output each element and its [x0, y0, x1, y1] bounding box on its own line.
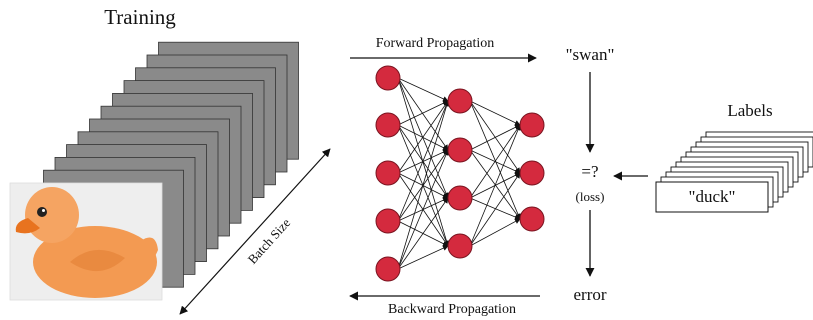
edge [398, 78, 448, 198]
label-stack: "duck" [656, 132, 813, 212]
edge [398, 78, 448, 150]
edge [398, 101, 448, 269]
neuron [376, 257, 400, 281]
neuron [448, 138, 472, 162]
label-example: "duck" [689, 187, 736, 206]
neuron [520, 113, 544, 137]
duck-eye-shine [42, 209, 45, 212]
error-label: error [573, 285, 606, 304]
duck-head [25, 187, 79, 243]
neuron [520, 161, 544, 185]
title: Training [104, 5, 176, 29]
batch-label: Batch Size [245, 215, 294, 267]
neuron [448, 89, 472, 113]
edge [470, 125, 520, 150]
neuron [376, 209, 400, 233]
neuron [448, 234, 472, 258]
neuron [376, 66, 400, 90]
loss-label: (loss) [576, 189, 605, 204]
comparison: =? [581, 162, 598, 181]
prediction: "swan" [566, 45, 615, 64]
edge [398, 150, 448, 269]
edge [470, 101, 520, 125]
edge [470, 125, 520, 246]
neuron [376, 113, 400, 137]
edge [398, 246, 448, 269]
network [376, 66, 544, 281]
edge [470, 219, 520, 246]
labels-title: Labels [727, 101, 772, 120]
neuron [376, 161, 400, 185]
backward-label: Backward Propagation [388, 302, 516, 317]
neuron [520, 207, 544, 231]
diagram: "duck" Training Batch Size Forward Propa… [0, 0, 813, 320]
neuron [448, 186, 472, 210]
forward-label: Forward Propagation [376, 36, 495, 51]
duck-eye [37, 207, 47, 217]
